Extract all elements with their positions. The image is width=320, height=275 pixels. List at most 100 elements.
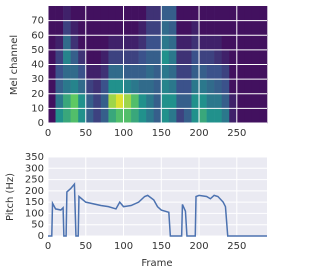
heatmap-cell (100, 20, 109, 36)
heatmap-cell (244, 93, 253, 109)
y-tick-label: 10 (31, 103, 44, 114)
heatmap-cell (115, 6, 124, 21)
y-axis-label: Mel channel (9, 35, 20, 95)
heatmap-cell (229, 35, 238, 51)
x-tick-label: 150 (152, 241, 171, 252)
heatmap-cell (123, 35, 132, 51)
heatmap-cell (221, 93, 230, 109)
heatmap-cell (146, 93, 155, 109)
heatmap-cell (78, 79, 87, 95)
heatmap-cell (138, 93, 147, 109)
heatmap-cell (191, 64, 200, 80)
heatmap-cell (168, 93, 177, 109)
heatmap-cell (123, 6, 132, 21)
heatmap-cell (153, 35, 162, 51)
heatmap-cell (131, 20, 139, 36)
heatmap-cell (161, 108, 170, 124)
heatmap-cell (70, 49, 79, 65)
heatmap-cell (55, 35, 64, 51)
y-tick-label: 100 (25, 208, 44, 219)
heatmap-cell (93, 108, 102, 124)
heatmap-cell (183, 64, 192, 80)
heatmap-cell (251, 35, 260, 51)
heatmap-cell (153, 79, 162, 95)
heatmap-cell (236, 93, 245, 109)
y-axis-label: Pitch (Hz) (5, 173, 16, 221)
heatmap-cell (70, 6, 79, 21)
heatmap-cell (221, 6, 230, 21)
heatmap-cell (108, 93, 117, 109)
x-tick-label: 0 (45, 128, 51, 139)
heatmap-cell (93, 20, 102, 36)
heatmap-cell (78, 49, 87, 65)
heatmap-cell (78, 93, 87, 109)
heatmap-cell (153, 64, 162, 80)
heatmap-cell (251, 6, 260, 21)
heatmap-cell (108, 6, 117, 21)
heatmap-cell (93, 93, 102, 109)
heatmap-cell (55, 49, 64, 65)
heatmap-cell (259, 64, 268, 80)
heatmap-cell (55, 64, 64, 80)
heatmap-cell (55, 93, 64, 109)
heatmap-cell (168, 79, 177, 95)
heatmap-cell (85, 6, 94, 21)
heatmap-cell (108, 108, 117, 124)
heatmap-cell (191, 108, 200, 124)
heatmap-cell (108, 49, 117, 65)
y-tick-label: 200 (25, 186, 44, 197)
heatmap-cell (221, 79, 230, 95)
heatmap-cell (63, 64, 71, 80)
heatmap-cell (115, 108, 124, 124)
heatmap-cell (100, 35, 109, 51)
heatmap-cell (85, 79, 94, 95)
heatmap-cell (206, 49, 215, 65)
y-tick-label: 350 (25, 152, 44, 163)
y-tick-label: 20 (31, 89, 44, 100)
heatmap-cell (251, 93, 260, 109)
heatmap-cell (176, 64, 185, 80)
heatmap-cell (199, 79, 207, 95)
heatmap-cell (115, 35, 124, 51)
heatmap-cell (214, 64, 222, 80)
heatmap-cell (236, 35, 245, 51)
heatmap-cell (176, 49, 185, 65)
heatmap-cell (78, 64, 87, 80)
heatmap-cell (214, 93, 222, 109)
heatmap-cell (176, 108, 185, 124)
heatmap-cell (70, 20, 79, 36)
heatmap-cell (100, 64, 109, 80)
heatmap-cell (236, 20, 245, 36)
heatmap-cell (146, 35, 155, 51)
heatmap-cell (199, 35, 207, 51)
heatmap-cell (229, 64, 238, 80)
heatmap-cell (108, 35, 117, 51)
heatmap-cell (236, 6, 245, 21)
heatmap-cell (55, 108, 64, 124)
heatmap-cell (131, 6, 139, 21)
heatmap-cell (153, 6, 162, 21)
heatmap-cell (191, 6, 200, 21)
heatmap-cell (85, 49, 94, 65)
heatmap-cell (206, 6, 215, 21)
x-tick-label: 200 (189, 241, 208, 252)
heatmap-cell (199, 20, 207, 36)
heatmap-cell (138, 6, 147, 21)
heatmap-cell (131, 49, 139, 65)
heatmap-cell (93, 64, 102, 80)
y-tick-label: 50 (31, 220, 44, 231)
heatmap-cell (214, 35, 222, 51)
heatmap-cell (48, 49, 56, 65)
heatmap-cell (161, 64, 170, 80)
heatmap-cell (191, 49, 200, 65)
heatmap-cell (183, 20, 192, 36)
heatmap-cell (48, 35, 56, 51)
heatmap-cell (131, 64, 139, 80)
heatmap-cell (168, 108, 177, 124)
heatmap-cell (55, 79, 64, 95)
y-tick-label: 300 (25, 163, 44, 174)
heatmap-cell (131, 93, 139, 109)
heatmap-cell (221, 64, 230, 80)
heatmap-cell (206, 79, 215, 95)
heatmap-cell (229, 49, 238, 65)
